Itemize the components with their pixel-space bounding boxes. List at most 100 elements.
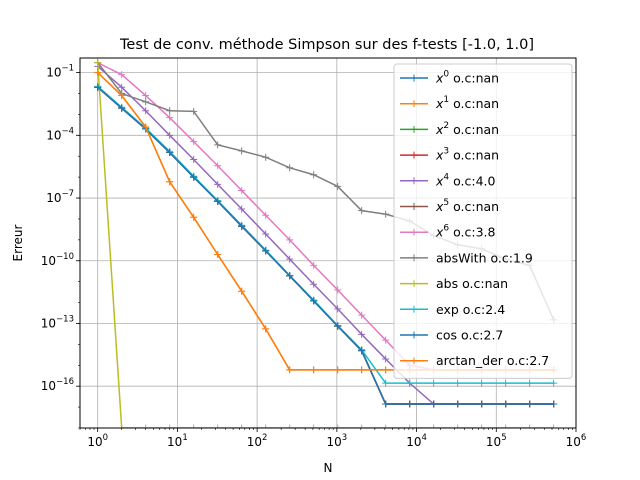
data-point <box>286 272 294 280</box>
legend-marker <box>410 100 418 108</box>
data-point <box>238 147 246 155</box>
data-point <box>550 400 558 408</box>
x-tick-label: 102 <box>247 433 268 449</box>
y-tick-label: 10−16 <box>41 377 74 393</box>
x-tick-label: 104 <box>406 433 427 449</box>
legend-marker <box>410 280 418 288</box>
data-point <box>190 107 198 115</box>
data-point <box>454 379 462 387</box>
legend-label: x0 o.c:nan <box>435 70 499 86</box>
y-tick-label: 10−4 <box>46 126 74 142</box>
data-point <box>406 400 414 408</box>
data-point <box>358 424 366 428</box>
data-point <box>286 236 294 244</box>
legend-marker <box>410 357 418 365</box>
legend-label: x3 o.c:nan <box>435 147 499 163</box>
data-point <box>262 325 270 333</box>
data-point <box>526 424 534 428</box>
data-point <box>550 379 558 387</box>
legend-label: cos o.c:2.7 <box>436 328 503 343</box>
data-point <box>238 222 246 230</box>
data-point <box>166 178 174 186</box>
legend-entry: x2 o.c:nan <box>400 121 499 137</box>
y-tick-label: 10−10 <box>41 252 74 268</box>
data-point <box>478 424 486 428</box>
legend-entry: cos o.c:2.7 <box>400 328 503 343</box>
data-point <box>502 400 510 408</box>
y-tick-label: 10−13 <box>41 314 74 330</box>
data-point <box>286 164 294 172</box>
x-tick-label: 105 <box>486 433 507 449</box>
data-point <box>238 186 246 194</box>
data-point <box>310 280 318 288</box>
data-point <box>166 149 174 157</box>
data-point <box>214 162 222 170</box>
series-line <box>97 86 554 405</box>
data-point <box>190 155 198 163</box>
data-point <box>142 424 150 428</box>
legend-label: x2 o.c:nan <box>435 121 499 137</box>
data-point <box>310 261 318 269</box>
data-point <box>142 107 150 115</box>
data-point <box>238 424 246 428</box>
data-point <box>382 400 390 408</box>
data-point <box>430 424 438 428</box>
legend-marker <box>410 254 418 262</box>
plot-frame <box>79 57 577 429</box>
legend-entry: x4 o.c:4.0 <box>400 172 496 188</box>
legend-label: absWith o.c:1.9 <box>436 250 533 265</box>
legend-marker <box>410 203 418 210</box>
data-point <box>286 366 294 374</box>
legend-marker <box>410 177 418 185</box>
data-point <box>214 180 222 188</box>
data-point <box>262 230 270 238</box>
x-tick-label: 103 <box>326 433 347 449</box>
legend-marker <box>410 228 418 236</box>
x-tick-label: 100 <box>87 433 108 449</box>
data-point <box>214 197 222 205</box>
data-point <box>310 171 318 179</box>
data-point <box>166 114 174 122</box>
legend: x0 o.c:nan x1 o.c:nan x2 o.c:nan x3 o.c:nan… <box>393 63 573 379</box>
data-point <box>118 424 126 428</box>
data-point <box>382 424 390 428</box>
data-point <box>142 92 150 100</box>
data-point <box>430 400 438 408</box>
data-point <box>166 424 174 428</box>
data-point <box>478 379 486 387</box>
data-point <box>502 379 510 387</box>
data-point <box>406 379 414 387</box>
data-point <box>550 424 558 428</box>
legend-entry: x5 o.c:nan <box>400 198 499 214</box>
data-point <box>238 287 246 295</box>
data-point <box>118 71 126 79</box>
data-point <box>118 83 126 91</box>
data-point <box>238 205 246 213</box>
data-point <box>334 366 342 374</box>
legend-entry: x1 o.c:nan <box>400 95 499 111</box>
legend-entry: x3 o.c:nan <box>400 147 499 163</box>
data-point <box>334 322 342 330</box>
series-8 <box>94 59 558 428</box>
data-point <box>334 424 342 428</box>
legend-label: x5 o.c:nan <box>435 198 499 214</box>
data-point <box>526 400 534 408</box>
data-point <box>382 336 390 344</box>
legend-label: abs o.c:nan <box>436 276 508 291</box>
y-axis-label: Erreur <box>11 224 25 261</box>
legend-entry: abs o.c:nan <box>400 276 508 291</box>
data-point <box>310 297 318 305</box>
legend-marker <box>410 74 418 82</box>
data-point <box>286 424 294 428</box>
data-point <box>358 366 366 374</box>
data-point <box>118 104 126 112</box>
legend-box <box>393 63 573 379</box>
legend-entry: absWith o.c:1.9 <box>400 250 533 265</box>
x-tick-label: 101 <box>167 433 188 449</box>
chart-title: Test de conv. méthode Simpson sur des f-… <box>119 37 534 53</box>
data-point <box>310 424 318 428</box>
x-axis-label: N <box>324 461 333 475</box>
data-point <box>382 210 390 218</box>
legend-label: x4 o.c:4.0 <box>435 172 496 188</box>
